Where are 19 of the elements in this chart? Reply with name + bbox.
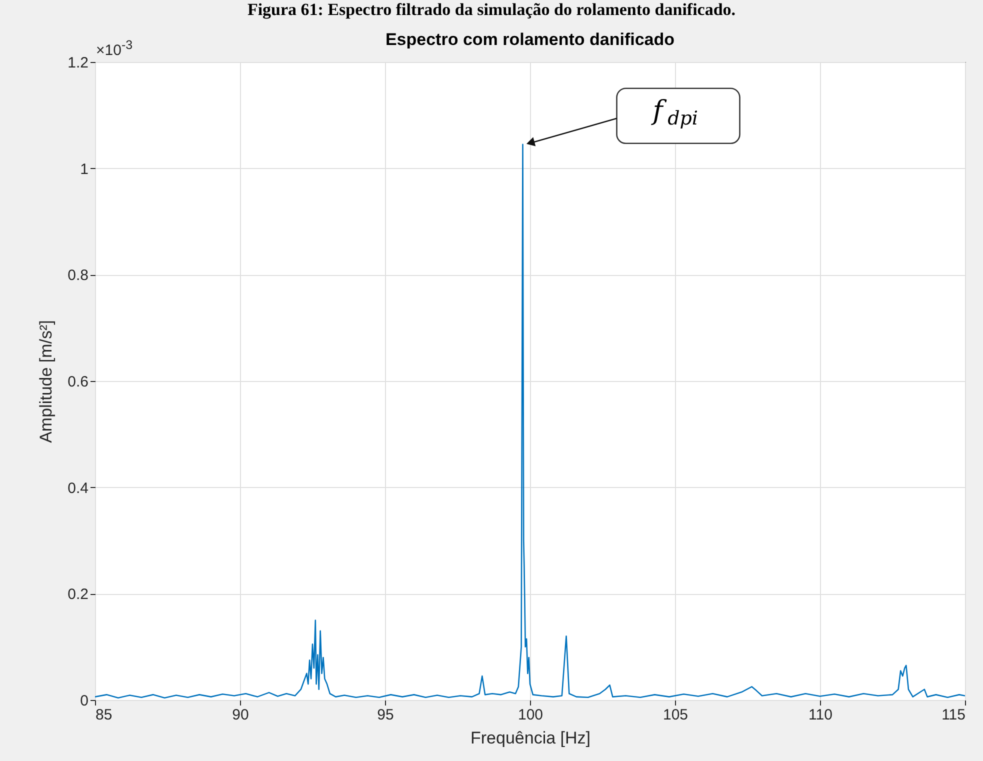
y-tick-label: 1.2 — [68, 54, 88, 72]
x-tick-label: 115 — [942, 706, 966, 724]
text: ×10$^{-3}$ — [96, 38, 133, 59]
y-tick-label: 0.2 — [68, 586, 88, 604]
x-tick-label: 90 — [232, 706, 249, 724]
x-tick-label: 105 — [662, 706, 688, 724]
x-tick-label: 95 — [377, 706, 394, 724]
y-tick-label: 0.4 — [68, 480, 88, 497]
x-tick-label: 110 — [808, 706, 832, 724]
y-tick-label: 0.6 — [68, 374, 88, 390]
y-axis-title: Amplitude [m/s²] — [36, 320, 56, 443]
chart-title: Espectro com rolamento danificado — [385, 30, 675, 49]
y-tick-label: 0 — [80, 692, 88, 710]
x-tick-label: 100 — [518, 706, 544, 724]
y-tick-label: 1 — [80, 160, 88, 178]
text: Figura 61: Espectro filtrado da simulação do rolamento danificado. — [246, 0, 737, 20]
x-axis-title: Frequência [Hz] — [470, 728, 590, 748]
x-tick-label: 85 — [96, 706, 112, 724]
y-tick-label: 0.8 — [68, 267, 88, 284]
